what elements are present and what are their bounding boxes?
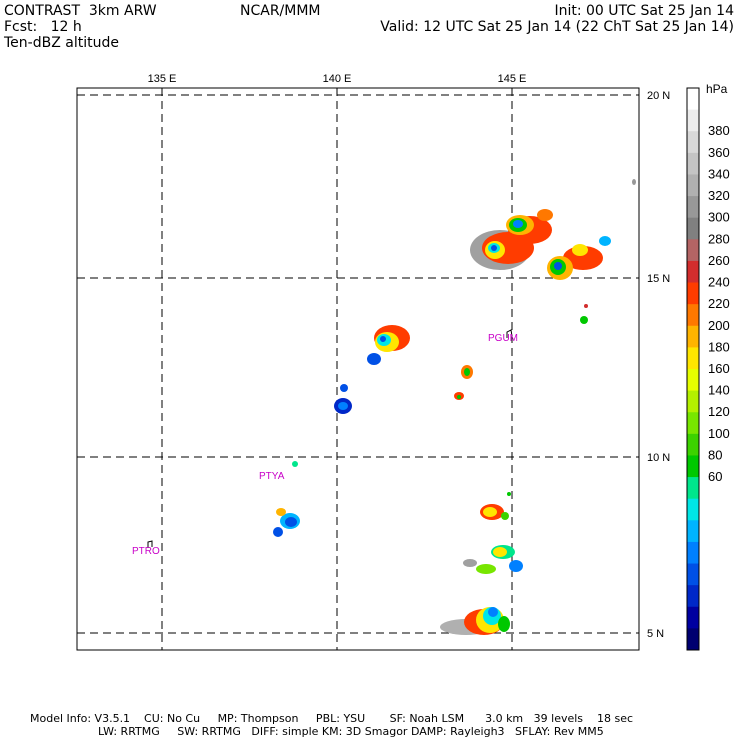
echo-cluster-central: [334, 325, 473, 414]
echo-cells: [273, 179, 636, 635]
colorbar-swatch: [687, 585, 699, 608]
echo-cluster-west: [273, 461, 300, 537]
organization: NCAR/MMM: [240, 3, 321, 19]
colorbar-swatch: [687, 174, 699, 197]
colorbar-label: 300: [708, 210, 730, 225]
forecast-hour: Fcst: 12 h: [4, 19, 82, 35]
colorbar-swatch: [687, 131, 699, 154]
colorbar-label: 320: [708, 188, 730, 203]
colorbar-label: 380: [708, 123, 730, 138]
lat-label-10n: 10 N: [647, 452, 670, 464]
colorbar-swatch: [687, 196, 699, 219]
colorbar-label: 200: [708, 318, 730, 333]
colorbar-swatch: [687, 520, 699, 543]
colorbar-label: 260: [708, 253, 730, 268]
model-title: CONTRAST 3km ARW: [4, 3, 157, 19]
lon-label-140e: 140 E: [323, 73, 352, 85]
colorbar-swatch: [687, 239, 699, 262]
colorbar-label: 60: [708, 469, 722, 484]
echo-cluster-ne: [470, 179, 636, 324]
colorbar-swatch: [687, 152, 699, 175]
colorbar-swatch: [687, 217, 699, 240]
colorbar-frame: [686, 87, 700, 651]
colorbar-swatch: [687, 412, 699, 435]
colorbar-label: 140: [708, 383, 730, 398]
colorbar-swatch: [687, 433, 699, 456]
colorbar-label: 80: [708, 447, 722, 462]
colorbar-swatch: [687, 563, 699, 586]
colorbar-swatch: [687, 369, 699, 392]
station-ptro: PTRO: [132, 546, 160, 557]
colorbar-swatch: [687, 390, 699, 413]
palau-coastline: [147, 540, 153, 548]
colorbar-label: 100: [708, 426, 730, 441]
colorbar-swatch: [687, 477, 699, 500]
map-frame: [76, 87, 640, 651]
colorbar: 380 360 340 320 300 280 260 240 220 200 180 160 140 1…: [686, 87, 730, 651]
colorbar-label: 240: [708, 275, 730, 290]
colorbar-label: 180: [708, 339, 730, 354]
field-name: Ten-dBZ altitude: [4, 35, 119, 51]
init-time: Init: 00 UTC Sat 25 Jan 14: [554, 3, 734, 19]
colorbar-unit: hPa: [706, 82, 728, 96]
station-ptya: PTYA: [259, 471, 285, 482]
colorbar-label: 220: [708, 296, 730, 311]
colorbar-swatch: [687, 541, 699, 565]
colorbar-swatch: [687, 260, 699, 284]
model-info-line2: LW: RRTMG SW: RRTMG DIFF: simple KM: 3D …: [98, 725, 604, 738]
colorbar-swatch: [687, 325, 699, 348]
colorbar-swatch: [687, 347, 699, 370]
colorbar-label: 340: [708, 166, 730, 181]
valid-time: Valid: 12 UTC Sat 25 Jan 14 (22 ChT Sat …: [380, 19, 734, 35]
graticule: [77, 88, 639, 650]
colorbar-swatch: [687, 88, 699, 111]
lat-label-5n: 5 N: [647, 628, 664, 640]
colorbar-label: 360: [708, 145, 730, 160]
echo-cluster-south: [440, 492, 523, 635]
lat-label-15n: 15 N: [647, 273, 670, 285]
colorbar-label: 280: [708, 231, 730, 246]
colorbar-swatch: [687, 304, 699, 327]
colorbar-swatch: [687, 498, 699, 521]
colorbar-swatch: [687, 282, 699, 305]
colorbar-swatch: [687, 455, 699, 478]
colorbar-label: 160: [708, 361, 730, 376]
lon-label-135e: 135 E: [148, 73, 177, 85]
lon-label-145e: 145 E: [498, 73, 527, 85]
lat-label-20n: 20 N: [647, 90, 670, 102]
station-pgum: PGUM: [488, 333, 518, 344]
colorbar-swatch: [687, 606, 699, 629]
model-info-line1: Model Info: V3.5.1 CU: No Cu MP: Thompso…: [30, 712, 634, 725]
colorbar-swatch: [687, 628, 699, 651]
colorbar-swatch: [687, 109, 699, 132]
guam-coastline: [506, 329, 513, 338]
colorbar-label: 120: [708, 404, 730, 419]
